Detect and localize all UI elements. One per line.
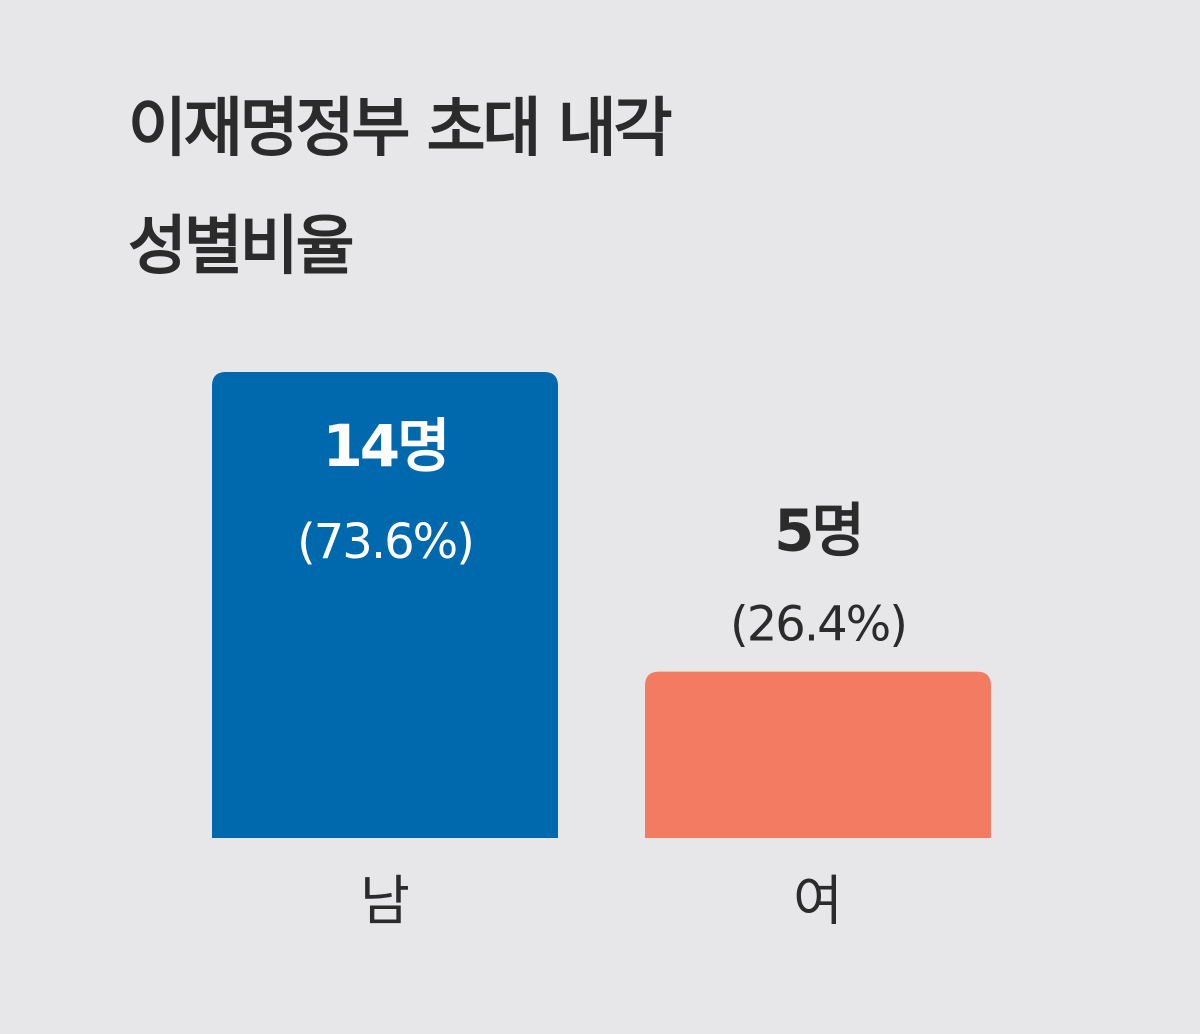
share-label: (73.6%) [297,514,473,570]
value-label: 5명 [774,497,862,565]
bar [212,372,558,838]
chart-title: 이재명정부 초대 내각 성별비율 [128,92,672,284]
value-label: 14명 [322,412,447,480]
x-tick-label: 남 [360,870,410,933]
x-tick-label: 여 [793,870,843,933]
share-label: (26.4%) [730,597,906,653]
bar [645,671,991,838]
